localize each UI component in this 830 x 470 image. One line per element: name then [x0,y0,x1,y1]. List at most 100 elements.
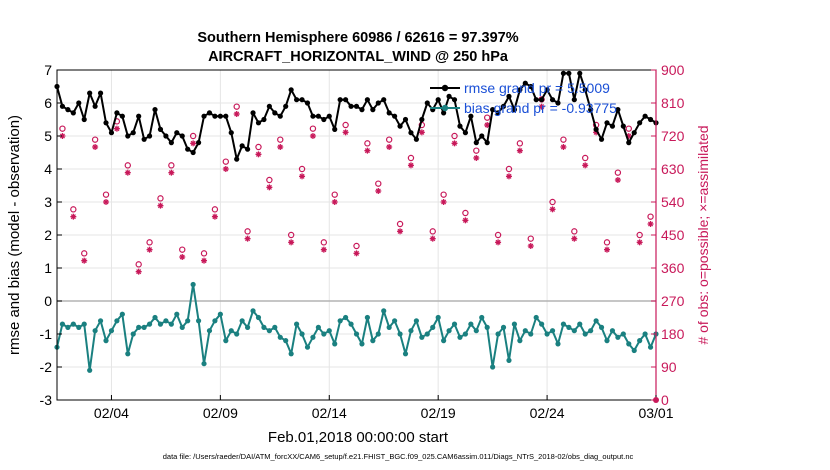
obs-assimilated-point [364,147,371,154]
bias-point [119,311,125,317]
obs-assimilated-point [59,133,66,139]
bias-point [386,324,392,330]
rmse-point [446,93,452,99]
axis-layer: -3 -2 -1 0 1 2 3 4 5 6 7 0 90 180 270 360 450 540 630 720 81… [40,62,685,421]
y-tick-label-right: 900 [661,62,685,78]
rmse-point [533,97,539,103]
obs-possible-point [189,132,197,140]
bias-point [533,314,539,321]
obs-possible-point [440,191,447,198]
obs-assimilated-point [168,169,175,176]
obs-assimilated-point [179,254,186,260]
bias-point [92,328,98,334]
rmse-point [359,107,365,113]
rmse-point [97,90,104,96]
rmse-point [424,100,430,106]
rmse-point [223,113,229,119]
bias-point [190,281,196,288]
bias-point [239,318,245,324]
bias-point [163,318,169,324]
obs-assimilated-point [266,184,273,191]
legend-rmse-marker [441,84,449,92]
rmse-point [549,97,556,103]
rmse-point [408,130,414,136]
rmse-point [310,113,316,119]
obs-assimilated-point [571,235,578,242]
bias-point [76,324,82,330]
bias-point [337,318,343,324]
rmse-point [511,107,518,113]
bias-point [343,314,349,321]
rmse-point [283,103,289,109]
y-tick-label-left: 2 [44,227,52,243]
y-tick-label-right: 540 [661,194,685,210]
bias-point [517,338,523,344]
rmse-point [620,123,626,129]
obs-assimilated-point [277,144,284,150]
bias-point [413,318,419,324]
legend: rmse grand pr = 5.5009 bias grand pr = -… [430,80,617,116]
obs-possible-point [135,261,142,268]
obs-assimilated-point [386,144,393,150]
obs-possible-point [222,158,230,165]
rmse-point [495,110,501,116]
rmse-point [343,97,349,103]
rmse-point [201,113,207,119]
bias-point [495,331,501,337]
rmse-point [70,110,76,116]
rmse-point [179,133,185,139]
obs-assimilated-point [92,144,99,150]
obs-assimilated-point [560,144,567,150]
bias-point [310,334,316,340]
legend-bias-label: bias grand pr = -0.93775 [464,100,617,116]
bias-point [125,351,131,357]
rmse-point [190,149,196,156]
bias-point [631,347,637,354]
bias-point [430,324,436,330]
bias-point [457,334,463,340]
rmse-point [582,87,588,93]
chart-title-line1: Southern Hemisphere 60986 / 62616 = 97.3… [197,30,518,46]
rmse-point [174,130,180,136]
bias-point [108,328,115,334]
rmse-point [419,116,425,123]
rmse-point [517,87,523,93]
obs-assimilated-point [211,213,218,220]
bias-point [500,324,507,330]
obs-possible-point [81,250,88,257]
bias-point [626,341,632,347]
bias-point [97,318,104,324]
bias-point [473,328,479,334]
y-tick-label-right: 450 [661,227,685,243]
rmse-point [114,110,120,116]
bias-point [272,324,278,330]
bias-point [152,314,158,321]
rmse-point [228,130,234,136]
obs-possible-point [200,250,208,257]
obs-possible-point [309,125,317,132]
obs-possible-point [277,136,284,143]
obs-possible-point [603,239,611,246]
obs-possible-point [636,231,643,239]
series-layer [54,70,659,373]
bias-point [244,324,251,330]
bias-point [490,364,496,370]
bias-point [212,318,218,324]
bias-point [168,321,174,327]
bias-point [419,334,425,340]
bias-point [511,321,518,327]
rmse-point [435,97,441,103]
rmse-point [261,116,267,123]
bias-point [609,328,616,334]
obs-possible-point [70,206,77,213]
obs-assimilated-point [244,235,251,242]
obs-possible-point [331,191,338,198]
rmse-point [119,113,125,119]
obs-assimilated-point [527,243,534,249]
y-tick-label-left: 4 [44,161,52,177]
rmse-point [212,113,218,119]
bias-point [217,311,223,317]
obs-assimilated-point [299,173,306,180]
obs-assimilated-point [440,199,447,205]
bias-point [528,331,534,337]
